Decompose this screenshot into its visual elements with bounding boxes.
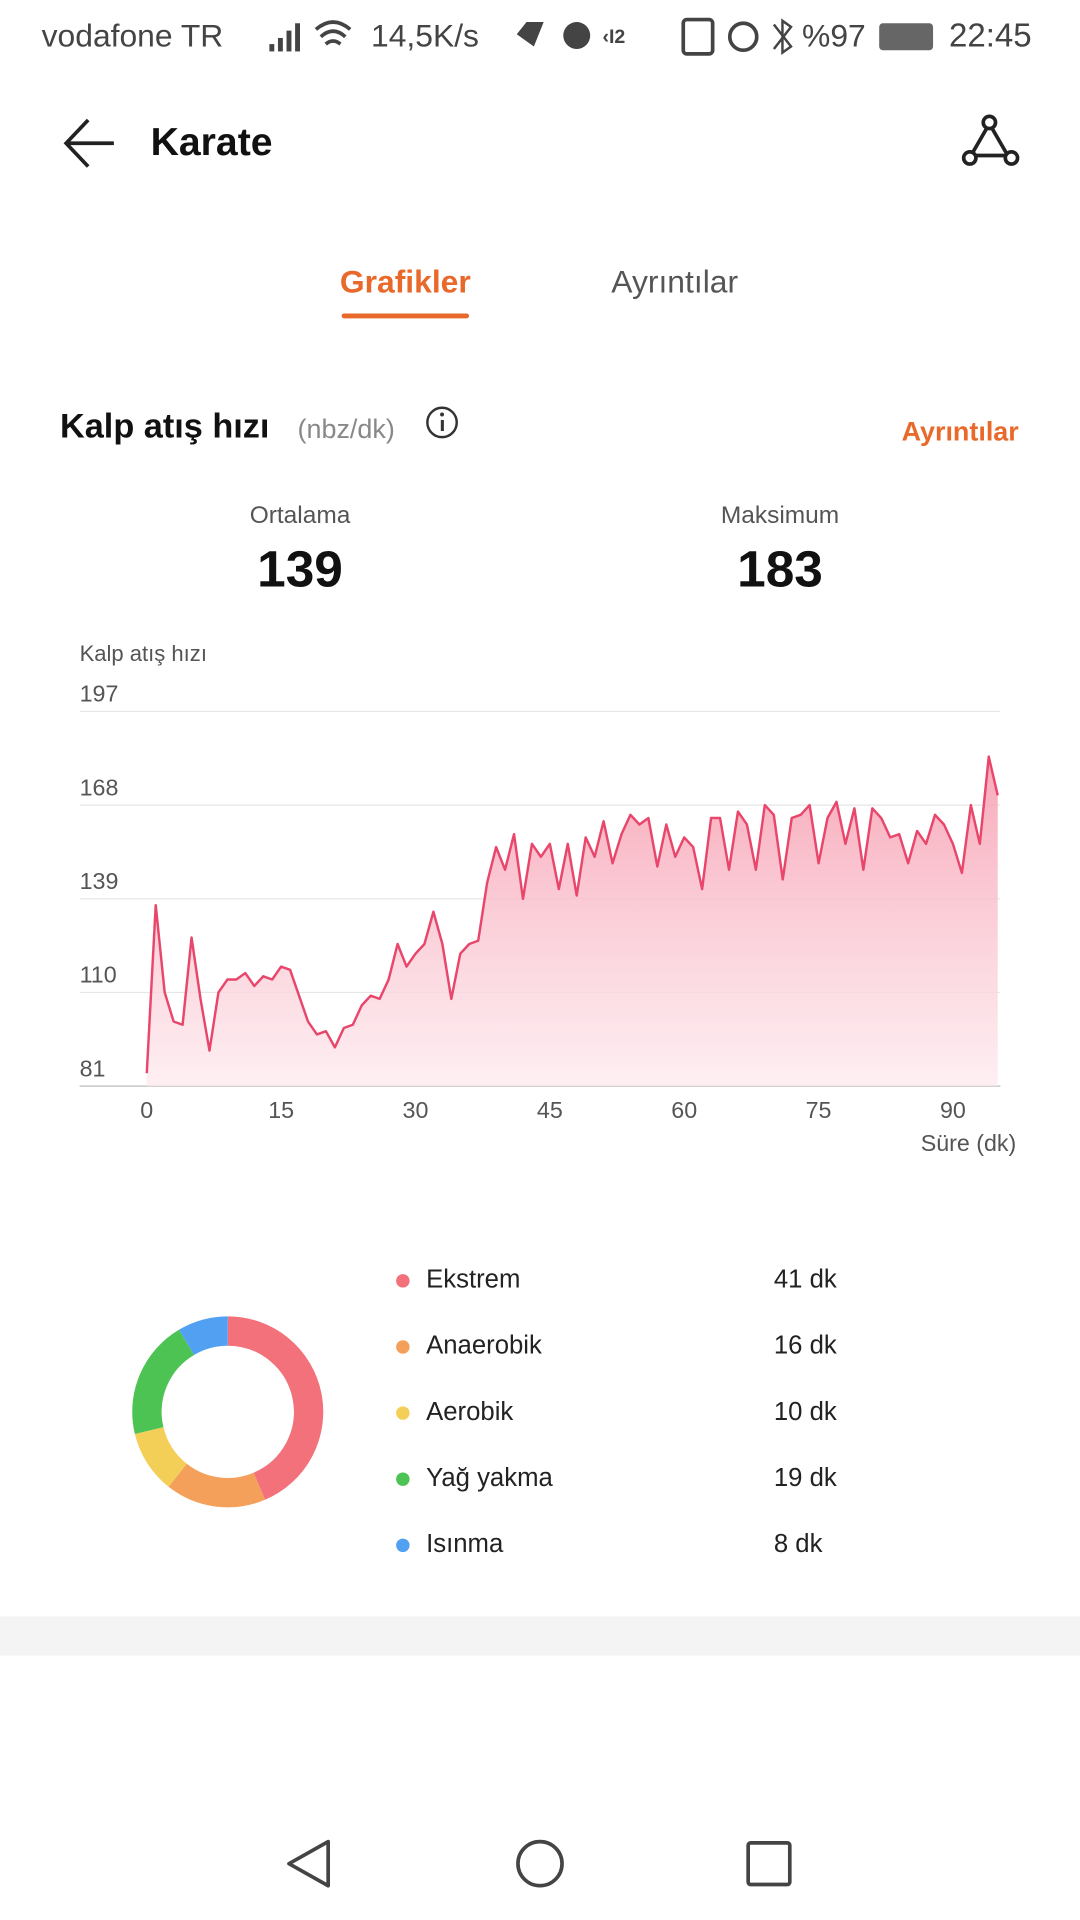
route-button[interactable] bbox=[961, 114, 1020, 166]
svg-text:‹I2: ‹I2 bbox=[602, 26, 625, 48]
tab-indicator bbox=[341, 313, 469, 319]
legend-value: 10 dk bbox=[774, 1398, 837, 1426]
page-title: Karate bbox=[151, 121, 273, 164]
legend-value: 19 dk bbox=[774, 1464, 837, 1492]
stat-value: 183 bbox=[737, 540, 823, 598]
y-tick-label: 81 bbox=[80, 1055, 106, 1081]
battery-percent: %97 bbox=[802, 17, 866, 53]
x-tick-label: 60 bbox=[671, 1097, 697, 1123]
legend-dot bbox=[396, 1472, 410, 1486]
area bbox=[146, 756, 998, 1087]
section-title: Kalp atış hızı bbox=[60, 408, 269, 446]
heart-rate-chart: 81 110 139 168 197 0 15 30 45 60 75 90 bbox=[80, 681, 1001, 1123]
donut-segment bbox=[132, 1329, 195, 1434]
x-tick-label: 90 bbox=[940, 1097, 966, 1123]
legend-value: 16 dk bbox=[774, 1332, 837, 1360]
network-speed: 14,5K/s bbox=[371, 17, 479, 53]
legend-dot bbox=[396, 1406, 410, 1420]
stat-label: Ortalama bbox=[250, 502, 351, 529]
legend-dot bbox=[396, 1274, 410, 1288]
nav-back[interactable] bbox=[287, 1839, 330, 1888]
x-tick-label: 0 bbox=[140, 1097, 153, 1123]
signal-icon bbox=[269, 23, 300, 52]
wifi-icon bbox=[314, 20, 352, 46]
tab[interactable]: Ayrıntılar bbox=[611, 263, 738, 299]
legend-label: Aerobik bbox=[426, 1398, 513, 1426]
details-link[interactable]: Ayrıntılar bbox=[902, 417, 1020, 447]
info-button[interactable] bbox=[426, 406, 458, 439]
tab-active[interactable]: Grafikler bbox=[340, 263, 471, 299]
legend-label: Yağ yakma bbox=[426, 1464, 553, 1492]
donut-segment bbox=[134, 1426, 188, 1487]
clock: 22:45 bbox=[949, 18, 1032, 55]
y-tick-label: 168 bbox=[80, 774, 119, 800]
carrier: vodafone TR bbox=[42, 17, 224, 53]
legend-label: Isınma bbox=[426, 1530, 504, 1558]
back-button[interactable] bbox=[63, 118, 114, 168]
y-tick-label: 139 bbox=[80, 868, 119, 894]
nav-home[interactable] bbox=[516, 1839, 564, 1888]
x-tick-label: 15 bbox=[268, 1097, 294, 1123]
stat-value: 139 bbox=[257, 540, 343, 598]
line bbox=[145, 755, 999, 1074]
section-unit: (nbz/dk) bbox=[298, 414, 395, 444]
y-tick-label: 197 bbox=[80, 681, 119, 707]
legend-label: Ekstrem bbox=[426, 1266, 520, 1294]
legend-value: 8 dk bbox=[774, 1530, 823, 1558]
donut-segment bbox=[227, 1316, 324, 1500]
section-divider bbox=[0, 1616, 1080, 1656]
y-axis-title: Kalp atış hızı bbox=[80, 641, 207, 666]
donut-segment bbox=[179, 1316, 229, 1356]
legend-value: 41 dk bbox=[774, 1266, 837, 1294]
legend-label: Anaerobik bbox=[426, 1332, 542, 1360]
battery-icon bbox=[879, 23, 934, 51]
app-icons: ‹I2 bbox=[516, 17, 793, 56]
x-axis-title: Süre (dk) bbox=[921, 1130, 1017, 1156]
x-tick-label: 75 bbox=[806, 1097, 832, 1123]
stat-label: Maksimum bbox=[721, 502, 839, 529]
legend-dot bbox=[396, 1538, 410, 1553]
y-tick-label: 110 bbox=[80, 962, 117, 988]
x-tick-label: 45 bbox=[537, 1097, 563, 1123]
zone-donut bbox=[132, 1316, 324, 1508]
donut-segment bbox=[168, 1463, 266, 1508]
nav-recents[interactable] bbox=[746, 1841, 792, 1887]
zone-legend: Ekstrem 41 dk Anaerobik 16 dk Aerobik 10 dk Ya… bbox=[396, 1266, 837, 1558]
x-tick-label: 30 bbox=[403, 1097, 429, 1123]
legend-dot bbox=[396, 1340, 410, 1354]
